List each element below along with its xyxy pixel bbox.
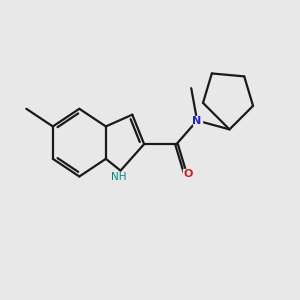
Text: O: O	[183, 169, 192, 178]
Bar	[193, 116, 202, 125]
Text: N: N	[193, 116, 202, 126]
Text: NH: NH	[111, 172, 127, 182]
Bar	[112, 172, 126, 182]
Bar	[183, 169, 192, 178]
